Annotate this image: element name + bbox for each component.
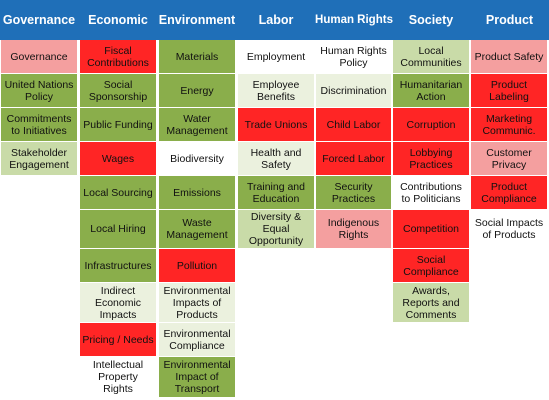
matrix-cell: Local Communities [393, 40, 469, 73]
header-environment: Environment [158, 13, 236, 27]
header-bar: Governance Economic Environment Labor Hu… [0, 0, 549, 40]
matrix-cell: Humanitarian Action [393, 74, 469, 107]
matrix-cell: Indigenous Rights [316, 210, 391, 248]
header-human-rights: Human Rights [315, 14, 393, 26]
matrix-cell: Social Sponsorship [80, 74, 156, 107]
matrix-cell: Energy [159, 74, 235, 107]
column-product: Product Safety Product Labeling Marketin… [471, 40, 547, 250]
matrix-cell: Governance [1, 40, 77, 73]
header-product: Product [485, 13, 534, 27]
matrix-cell: Public Funding [80, 108, 156, 141]
matrix-cell: Pricing / Needs [80, 323, 156, 356]
matrix-cell: Product Labeling [471, 74, 547, 107]
matrix-cell: Water Management [159, 108, 235, 141]
column-society: Local Communities Humanitarian Action Co… [393, 40, 469, 324]
matrix-cell: Security Practices [316, 176, 391, 209]
matrix-cell: United Nations Policy [1, 74, 77, 107]
matrix-cell: Infrastructures [80, 249, 156, 282]
matrix-cell: Environmental Impact of Transport [159, 357, 235, 397]
matrix-cell: Awards, Reports and Comments [393, 283, 469, 322]
matrix-cell: Environmental Compliance [159, 323, 235, 356]
matrix-cell: Environmental Impacts of Products [159, 283, 235, 322]
column-economic: Fiscal Contributions Social Sponsorship … [80, 40, 156, 398]
header-economic: Economic [88, 13, 148, 27]
matrix-cell: Forced Labor [316, 142, 391, 175]
matrix-cell: Stakeholder Engagement [1, 142, 77, 175]
matrix-cell: Contributions to Politicians [393, 176, 469, 209]
matrix-cell: Fiscal Contributions [80, 40, 156, 73]
matrix-cell: Wages [80, 142, 156, 175]
matrix-cell: Local Hiring [80, 210, 156, 248]
matrix-cell: Competition [393, 210, 469, 248]
matrix-cell: Product Safety [471, 40, 547, 73]
matrix-cell: Employee Benefits [238, 74, 314, 107]
header-society: Society [408, 13, 454, 27]
matrix-cell: Discrimination [316, 74, 391, 107]
matrix-cell: Pollution [159, 249, 235, 282]
matrix-cell: Health and Safety [238, 142, 314, 175]
matrix-cell: Training and Education [238, 176, 314, 209]
matrix-cell: Marketing Communic. [471, 108, 547, 141]
matrix-cell: Customer Privacy [471, 142, 547, 175]
column-governance: Governance United Nations Policy Commitm… [1, 40, 77, 176]
matrix-cell: Corruption [393, 108, 469, 141]
matrix-cell: Child Labor [316, 108, 391, 141]
matrix-cell: Local Sourcing [80, 176, 156, 209]
column-labor: Employment Employee Benefits Trade Union… [238, 40, 314, 250]
matrix-cell: Social Impacts of Products [471, 210, 547, 248]
matrix-cell: Biodiversity [159, 142, 235, 175]
matrix-cell: Indirect Economic Impacts [80, 283, 156, 322]
header-labor: Labor [258, 13, 294, 27]
matrix-cell: Social Compliance [393, 249, 469, 282]
matrix-cell: Intellectual Property Rights [80, 357, 156, 397]
matrix-cell: Human Rights Policy [316, 40, 391, 73]
matrix-cell: Emissions [159, 176, 235, 209]
matrix-cell: Diversity & Equal Opportunity [238, 210, 314, 248]
header-governance: Governance [2, 13, 76, 27]
matrix-cell: Product Compliance [471, 176, 547, 209]
column-environment: Materials Energy Water Management Biodiv… [159, 40, 235, 398]
matrix-cell: Lobbying Practices [393, 142, 469, 175]
matrix-cell: Trade Unions [238, 108, 314, 141]
matrix-cell: Employment [238, 40, 314, 73]
column-human-rights: Human Rights Policy Discrimination Child… [316, 40, 391, 250]
matrix-cell: Waste Management [159, 210, 235, 248]
matrix-cell: Materials [159, 40, 235, 73]
matrix-cell: Commitments to Initiatives [1, 108, 77, 141]
